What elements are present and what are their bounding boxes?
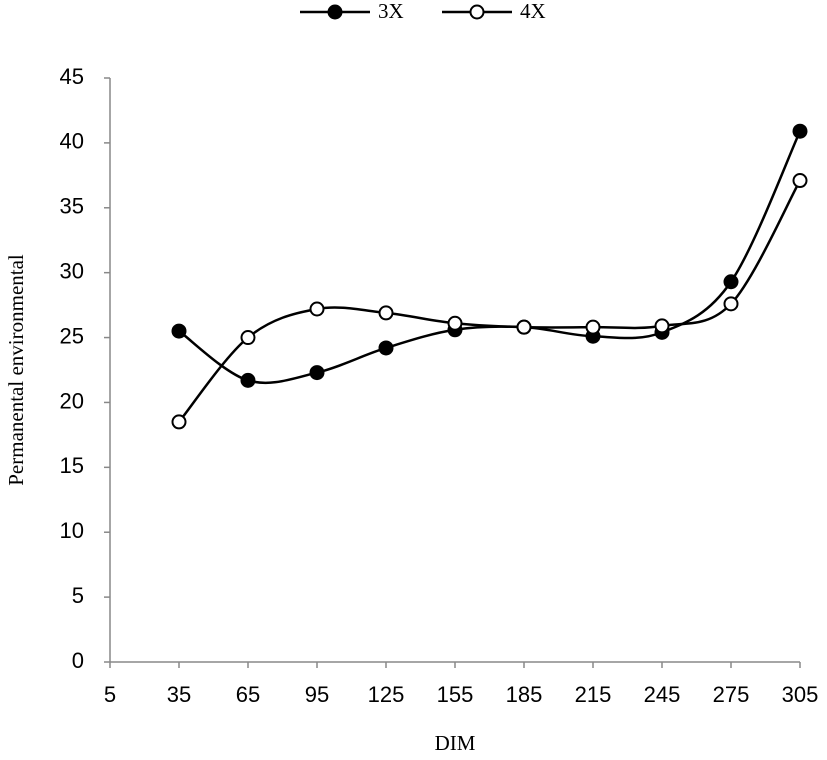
marker	[792, 173, 808, 189]
y-tick-label: 20	[60, 388, 84, 413]
marker	[723, 296, 739, 312]
marker	[723, 274, 739, 290]
y-axis-title: Permanental environmental	[4, 254, 28, 486]
marker	[516, 319, 532, 335]
x-tick-label: 155	[437, 682, 474, 707]
y-tick-label: 45	[60, 64, 84, 89]
y-tick-label: 0	[72, 648, 84, 673]
marker	[240, 330, 256, 346]
y-tick-label: 25	[60, 323, 84, 348]
marker	[171, 323, 187, 339]
marker	[171, 414, 187, 430]
marker	[447, 315, 463, 331]
marker	[378, 340, 394, 356]
x-tick-label: 245	[644, 682, 681, 707]
x-tick-label: 95	[305, 682, 329, 707]
x-tick-label: 125	[368, 682, 405, 707]
marker	[309, 301, 325, 317]
marker	[240, 372, 256, 388]
y-tick-label: 10	[60, 518, 84, 543]
y-tick-label: 35	[60, 194, 84, 219]
x-tick-label: 35	[167, 682, 191, 707]
x-tick-label: 185	[506, 682, 543, 707]
y-tick-label: 30	[60, 258, 84, 283]
x-tick-label: 305	[782, 682, 819, 707]
marker	[654, 318, 670, 334]
marker	[585, 319, 601, 335]
x-tick-label: 65	[236, 682, 260, 707]
marker	[378, 305, 394, 321]
series-line	[178, 179, 802, 423]
legend-marker	[469, 4, 485, 20]
legend-marker	[327, 4, 343, 20]
marker	[309, 365, 325, 381]
legend-label: 4X	[520, 0, 546, 23]
legend-label: 3X	[378, 0, 404, 23]
x-axis-title: DIM	[435, 731, 476, 755]
y-tick-label: 40	[60, 129, 84, 154]
series-line	[178, 130, 802, 385]
marker	[792, 123, 808, 139]
x-tick-label: 5	[104, 682, 116, 707]
x-tick-label: 215	[575, 682, 612, 707]
x-tick-label: 275	[713, 682, 750, 707]
y-tick-label: 5	[72, 583, 84, 608]
y-tick-label: 15	[60, 453, 84, 478]
